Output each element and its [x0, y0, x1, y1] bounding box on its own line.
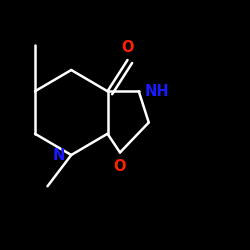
- Text: O: O: [114, 159, 126, 174]
- Text: N: N: [52, 148, 65, 162]
- Text: O: O: [121, 40, 134, 55]
- Text: NH: NH: [145, 84, 170, 99]
